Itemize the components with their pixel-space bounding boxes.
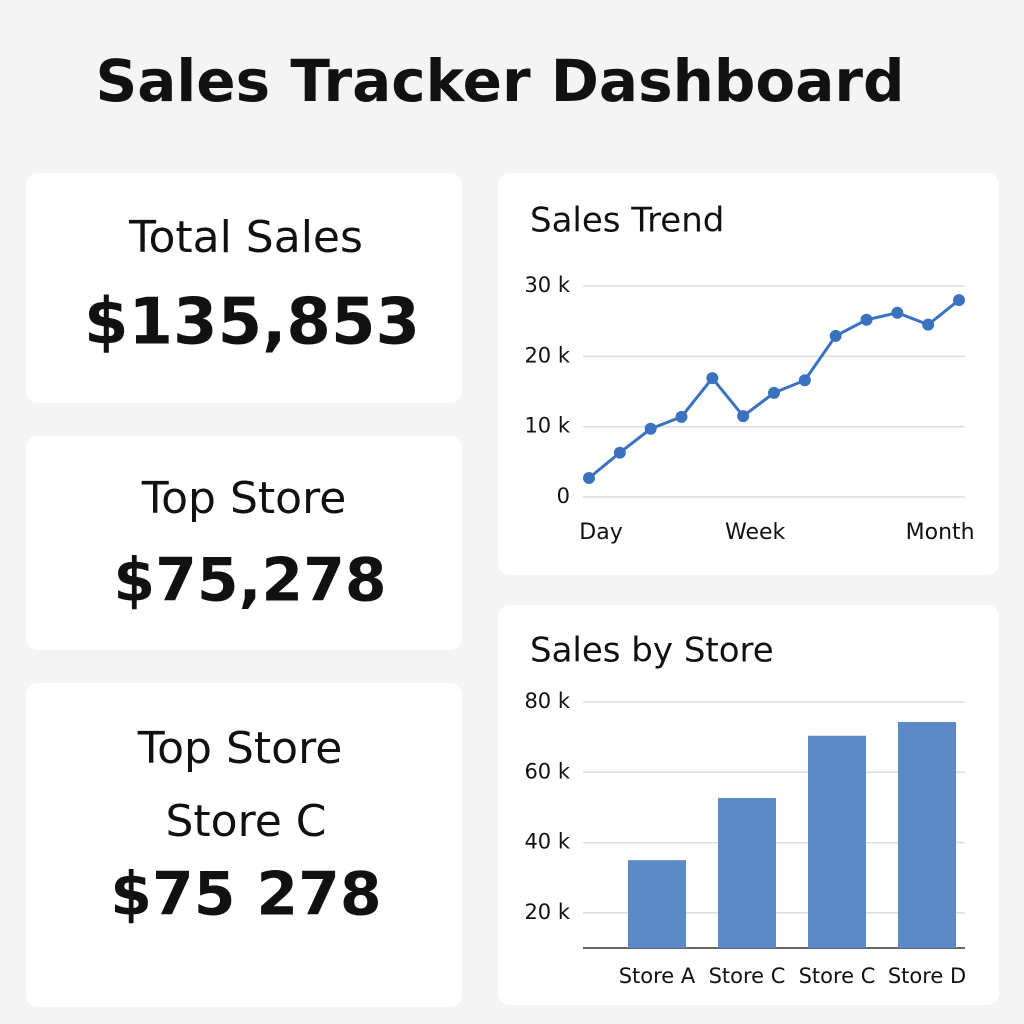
data-point [644,422,657,435]
bar [718,797,776,948]
kpi-label: Top Store [137,723,343,774]
data-point [922,318,935,331]
kpi-label: Top Store [141,473,347,524]
bar [808,735,866,948]
y-tick-label: 0 [557,484,570,508]
data-point [613,446,626,459]
data-point [891,306,904,319]
x-tick-label: Day [579,520,622,545]
x-tick-label: Store A [619,964,696,988]
data-point [768,386,780,399]
x-tick-label: Week [725,520,786,545]
x-tick-label: Store D [888,964,966,988]
kpi-card [26,173,462,403]
y-tick-label: 30 k [524,273,570,297]
data-point [737,410,750,423]
data-point [798,374,811,387]
y-tick-label: 20 k [524,343,570,367]
x-tick-label: Month [906,520,975,545]
data-point [829,329,842,342]
data-point [860,313,873,326]
kpi-value: $135,853 [84,286,420,360]
data-point [675,410,688,423]
bar [628,860,686,948]
x-tick-label: Store C [709,964,786,988]
y-tick-label: 40 k [524,830,570,854]
kpi-card [26,683,462,1007]
kpi-store: Store C [165,796,326,847]
y-tick-label: 10 k [524,414,570,438]
x-tick-label: Store C [799,964,876,988]
kpi-value: $75 278 [110,860,381,930]
chart-title: Sales Trend [530,201,724,241]
page-title: Sales Tracker Dashboard [95,47,904,115]
y-tick-label: 20 k [524,900,570,924]
kpi-value: $75,278 [113,546,386,616]
data-point [583,472,595,485]
data-point [706,372,719,385]
kpi-label: Total Sales [128,212,363,263]
y-tick-label: 80 k [524,689,570,713]
y-tick-label: 60 k [524,759,570,783]
kpi-card [26,436,462,650]
bar [898,722,956,948]
chart-title: Sales by Store [530,631,774,671]
chart-card [498,173,999,575]
data-point [953,294,965,307]
